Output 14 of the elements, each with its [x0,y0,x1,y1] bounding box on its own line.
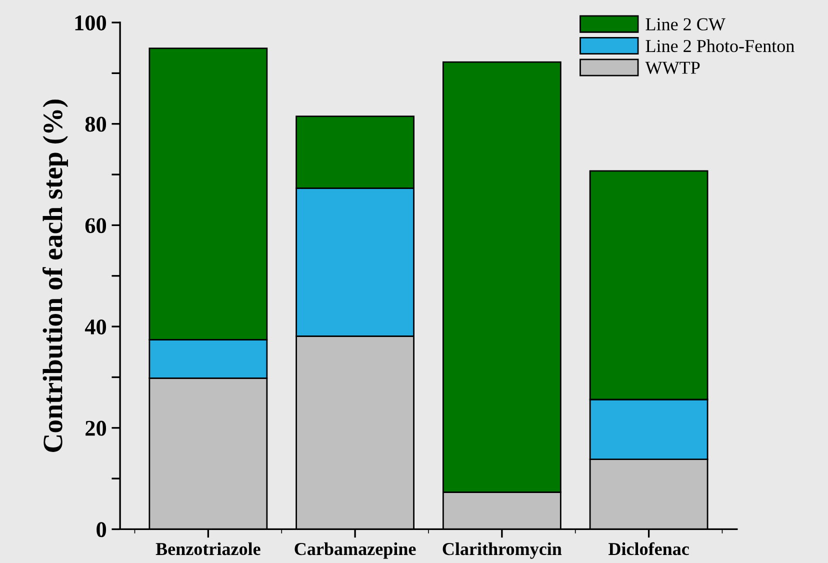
y-tick-label: 100 [75,15,106,30]
y-tick-label: 20 [86,420,106,436]
x-tick-label: Benzotriazole [156,542,260,556]
y-tick-label: 60 [85,218,106,234]
legend-label: Line 2 CW [646,18,726,31]
y-tick-label: 40 [84,319,106,334]
x-tick-label: Carbamazepine [294,542,416,559]
legend-label: WWTP [645,62,700,74]
y-tick-label: 0 [96,522,106,538]
x-tick-label: Clarithromycin [442,542,562,559]
legend-label: Line 2 Photo-Fenton [646,39,794,52]
x-tick-label: Diclofenac [608,542,689,556]
y-tick-label: 80 [85,116,106,132]
y-axis-title: Contribution of each step (%) [42,100,68,452]
